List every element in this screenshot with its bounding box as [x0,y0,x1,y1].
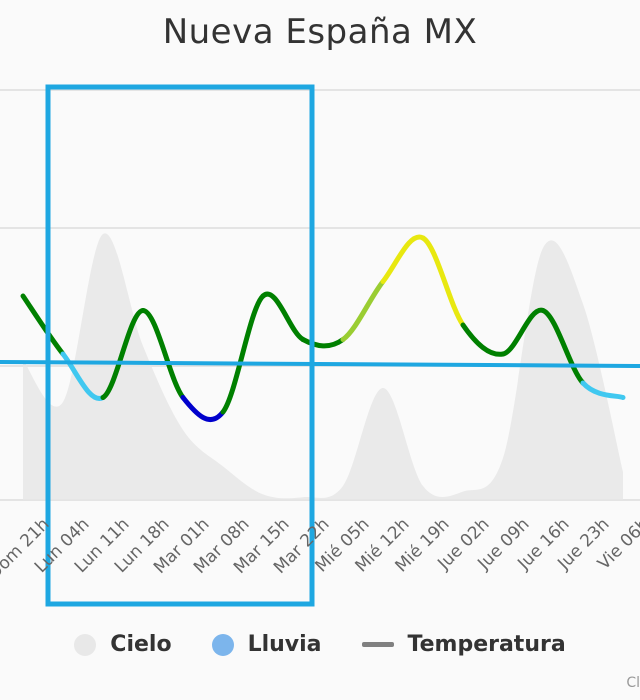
temperature-segment [340,279,386,342]
temperature-segment [380,234,426,284]
cielo-area [23,233,623,501]
temperature-segment [300,337,346,349]
legend-item-temperatura[interactable]: Temperatura [361,632,566,657]
temperature-segment [460,322,506,357]
legend-label: Cielo [110,632,172,657]
temperature-segment [180,395,226,422]
legend-line-icon [361,642,394,647]
temperature-segment [220,293,266,415]
temperature-segment [580,380,626,400]
legend-label: Temperatura [407,632,566,657]
temperature-segment [60,351,106,401]
reference-line [0,360,640,368]
temperature-segment [20,293,66,357]
chart-credit[interactable]: Cl [626,675,640,691]
legend-dot-icon [211,633,234,656]
cielo-area-layer [23,233,623,501]
temperature-segment [500,307,546,357]
legend-item-cielo[interactable]: Cielo [74,632,172,657]
legend-item-lluvia[interactable]: Lluvia [211,632,322,657]
legend: Cielo Lluvia Temperatura [0,632,640,657]
chart-title: Nueva España MX [162,12,478,52]
temperature-segment [540,308,586,386]
annotation-layer [0,84,640,607]
highlight-box [45,84,315,607]
temperature-segment [140,308,186,400]
temperature-segment [420,235,466,328]
temperature-segment [260,291,306,342]
legend-dot-icon [74,633,97,656]
legend-label: Lluvia [247,632,322,657]
temperature-segment [100,308,146,400]
temperature-line-layer [20,234,626,422]
